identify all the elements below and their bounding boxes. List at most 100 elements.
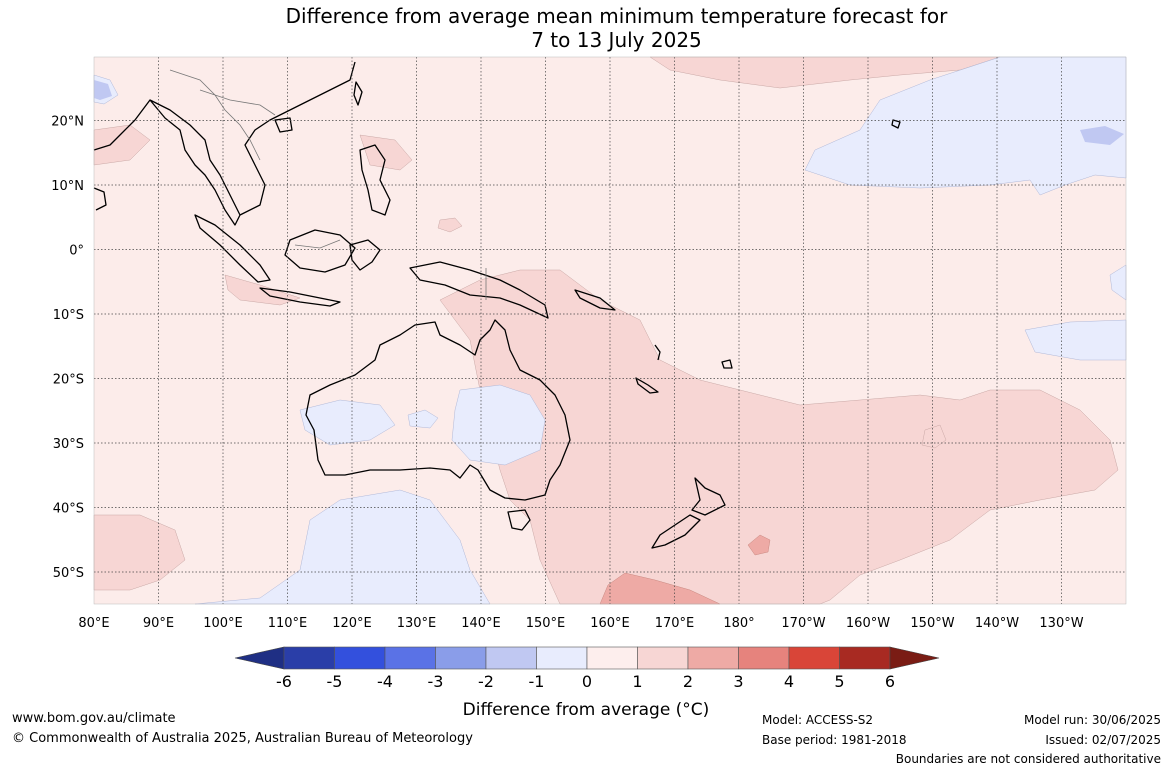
legend-label: Difference from average (°C) (463, 700, 710, 720)
coastlines (93, 61, 901, 549)
legend-colour-bin (384, 646, 436, 670)
anomaly-region-north-east-pacific (804, 56, 1127, 196)
latitude-label: 50°S (53, 566, 84, 581)
legend-colour-bins (283, 646, 891, 670)
country-boundaries (169, 69, 487, 300)
longitude-label: 110°E (268, 616, 308, 631)
legend-colour-bin (839, 646, 891, 670)
latitude-label: 20°S (53, 373, 84, 388)
coastline-asia-mainland (149, 61, 356, 226)
legend-tick-label: 0 (582, 672, 592, 691)
coastline-borneo (284, 229, 356, 273)
longitude-label: 140°E (461, 616, 501, 631)
anomaly-region-small-6 (94, 80, 112, 100)
anomaly-region-small-4 (407, 409, 439, 429)
coastline-hainan (274, 117, 293, 133)
legend-colour-bin (586, 646, 638, 670)
footer-model-run: Model run: 30/06/2025 (1023, 713, 1161, 727)
coastline-new-guinea (409, 261, 549, 319)
legend-colour-bin (334, 646, 386, 670)
latitude-label: 0° (69, 244, 84, 259)
anomaly-minus2-to-minus1-regions (94, 80, 1124, 145)
legend-tick-label: -4 (377, 672, 393, 691)
anomaly-region-small-1 (437, 217, 463, 233)
longitude-label: 160°E (590, 616, 630, 631)
legend-tick-label: 5 (834, 672, 844, 691)
longitude-label: 90°E (143, 616, 174, 631)
anomaly-region-inland-australia-east (451, 384, 546, 466)
colour-legend: -6 -5 -4 -3 -2 -1 0 1 2 3 4 5 6 Difference from aver… (234, 646, 940, 720)
footer-model: Model: ACCESS-S2 (762, 713, 874, 727)
footer-copyright: © Commonwealth of Australia 2025, Austra… (12, 731, 473, 746)
latitude-label: 40°S (53, 502, 84, 517)
longitude-label: 180° (723, 616, 754, 631)
latitude-label: 20°N (51, 115, 84, 130)
legend-tick-label: 1 (632, 672, 642, 691)
legend-colour-bin (687, 646, 739, 670)
boundary-borneo (294, 239, 341, 249)
legend-tick-label: 6 (885, 672, 895, 691)
legend-colour-bin (637, 646, 689, 670)
coastline-new-caledonia (635, 377, 659, 394)
coastline-australia (305, 319, 571, 501)
coastline-new-zealand-north (691, 477, 726, 516)
legend-tick-label: -6 (276, 672, 292, 691)
legend-low-arrow (234, 646, 285, 670)
longitude-labels: 80°E 90°E 100°E 110°E 120°E 130°E 140°E 150°E 16… (78, 616, 1083, 631)
longitude-label: 160°W (846, 616, 890, 631)
map-frame (93, 56, 1127, 605)
legend-colour-bin (435, 646, 487, 670)
longitude-label: 120°E (332, 616, 372, 631)
longitude-label: 140°W (975, 616, 1019, 631)
coastline-solomons (574, 289, 616, 311)
anomaly-region-southern-ocean-west (93, 514, 186, 591)
footer-website: www.bom.gov.au/climate (12, 711, 176, 726)
map-title: Difference from average mean minimum tem… (0, 4, 1173, 52)
anomaly-region-inland-australia-west (299, 399, 396, 446)
title-line-2: 7 to 13 July 2025 (531, 28, 702, 52)
legend-colour-bin (738, 646, 790, 670)
longitude-label: 150°W (910, 616, 954, 631)
boundary-indochina (169, 69, 276, 161)
coastline-sumatra (194, 214, 271, 283)
coastline-fiji (721, 359, 733, 369)
longitude-label: 170°W (781, 616, 825, 631)
coastline-vanuatu (654, 344, 661, 361)
coastline-taiwan (353, 81, 363, 106)
longitude-label: 130°W (1039, 616, 1083, 631)
longitude-label: 100°E (203, 616, 243, 631)
anomaly-region-philippines (359, 134, 413, 171)
coastline-philippines (359, 144, 391, 216)
longitude-label: 80°E (78, 616, 109, 631)
legend-tick-label: -3 (428, 672, 444, 691)
legend-tick-label: 3 (733, 672, 743, 691)
latitude-label: 10°N (51, 179, 84, 194)
legend-tick-label: -2 (478, 672, 494, 691)
gridlines (94, 57, 1126, 604)
footer-disclaimer: Boundaries are not considered authoritat… (895, 752, 1161, 766)
anomaly-2-to-3-regions (599, 534, 771, 605)
anomaly-region-small-2 (921, 424, 947, 449)
legend-tick-label: 4 (784, 672, 794, 691)
longitude-label: 130°E (397, 616, 437, 631)
coastline-tasmania (507, 509, 531, 531)
title-line-1: Difference from average mean minimum tem… (285, 4, 948, 28)
coastline-java (259, 287, 341, 307)
anomaly-1-to-2-regions (93, 56, 1119, 605)
legend-tick-label: -1 (529, 672, 545, 691)
longitude-label: 170°E (655, 616, 695, 631)
latitude-labels: 20°N 10°N 0° 10°S 20°S 30°S 40°S 50°S (51, 115, 84, 582)
longitude-label: 150°E (526, 616, 566, 631)
legend-colour-bin (788, 646, 840, 670)
legend-colour-bin (283, 646, 335, 670)
coastline-hawaii (891, 119, 901, 129)
legend-colour-bin (536, 646, 588, 670)
latitude-label: 30°S (53, 437, 84, 452)
legend-tick-labels: -6 -5 -4 -3 -2 -1 0 1 2 3 4 5 6 (276, 672, 895, 691)
legend-tick-label: -5 (327, 672, 343, 691)
legend-high-arrow (889, 646, 940, 670)
latitude-label: 10°S (53, 308, 84, 323)
coastline-sri-lanka (93, 187, 107, 211)
anomaly-region-sw-pacific (439, 269, 1119, 605)
